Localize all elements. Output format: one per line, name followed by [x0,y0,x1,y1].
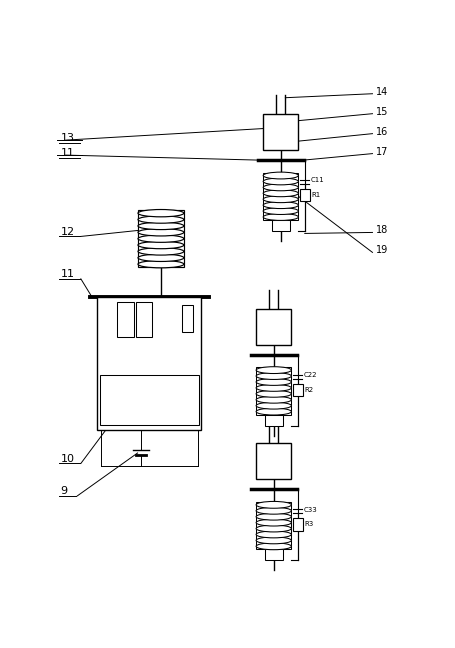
Text: 16: 16 [376,126,388,137]
Text: $\approx$
$\approx$: $\approx$ $\approx$ [119,385,131,406]
Text: R: R [184,297,188,303]
Ellipse shape [263,178,298,185]
Ellipse shape [256,507,291,514]
Text: 18: 18 [376,226,388,235]
Ellipse shape [138,260,184,268]
Ellipse shape [138,242,184,249]
Ellipse shape [256,367,291,373]
Bar [265,550,283,561]
Ellipse shape [263,196,298,203]
Text: R1: R1 [312,192,321,198]
Text: $\approx$
$\approx$: $\approx$ $\approx$ [156,385,167,406]
Ellipse shape [256,519,291,526]
Text: S2: S2 [119,340,127,345]
Ellipse shape [256,525,291,532]
Bar [117,302,134,337]
Text: 11: 11 [61,148,75,158]
Ellipse shape [263,184,298,191]
Bar [263,114,298,150]
Text: 10: 10 [61,454,75,464]
Bar [256,502,291,550]
Text: C22: C22 [303,372,317,378]
Text: 13: 13 [61,133,75,143]
Bar [256,309,291,345]
Ellipse shape [256,378,291,386]
Text: 14: 14 [376,87,388,97]
Ellipse shape [256,373,291,380]
Text: 15: 15 [376,107,389,117]
Ellipse shape [263,214,298,220]
Text: C1: C1 [101,314,111,319]
Text: R3: R3 [304,522,313,527]
Ellipse shape [138,222,184,229]
Text: 17: 17 [376,146,389,157]
Text: 12: 12 [61,227,75,237]
Ellipse shape [256,543,291,550]
Bar [272,220,290,231]
Ellipse shape [138,248,184,255]
Ellipse shape [138,216,184,223]
Bar [293,384,303,396]
Bar [136,302,152,337]
Bar [265,415,283,426]
Ellipse shape [256,384,291,391]
Text: C11: C11 [310,178,324,183]
Bar [300,189,310,202]
Ellipse shape [256,402,291,409]
Text: S1: S1 [100,340,108,345]
Bar [100,375,199,424]
Ellipse shape [256,397,291,403]
Ellipse shape [263,207,298,214]
Ellipse shape [138,235,184,242]
Bar [256,443,291,480]
Ellipse shape [138,254,184,261]
Ellipse shape [263,190,298,197]
Ellipse shape [263,172,298,179]
Text: C2: C2 [121,295,130,302]
Ellipse shape [138,229,184,236]
Bar [182,305,193,332]
Ellipse shape [256,513,291,520]
Ellipse shape [256,408,291,415]
Text: 9: 9 [61,487,67,496]
Bar [263,172,298,220]
Ellipse shape [256,531,291,538]
Ellipse shape [256,502,291,508]
Text: C33: C33 [303,507,317,513]
Text: R2: R2 [304,387,313,393]
Bar [97,297,202,430]
Ellipse shape [263,202,298,209]
Text: 19: 19 [376,246,388,255]
Text: 11: 11 [61,270,75,279]
Bar [293,518,303,531]
Ellipse shape [256,390,291,397]
Ellipse shape [256,537,291,544]
Bar [138,210,184,268]
Ellipse shape [138,209,184,217]
Text: C3: C3 [140,295,148,302]
Bar [256,367,291,415]
Text: S3: S3 [137,340,146,345]
